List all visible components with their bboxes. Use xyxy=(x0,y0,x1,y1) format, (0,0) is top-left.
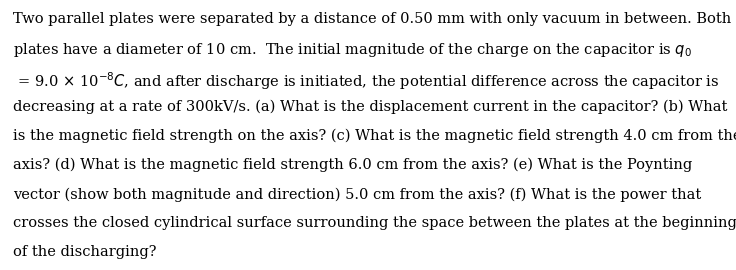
Text: vector (show both magnitude and direction) 5.0 cm from the axis? (f) What is the: vector (show both magnitude and directio… xyxy=(13,187,701,201)
Text: plates have a diameter of 10 cm.  The initial magnitude of the charge on the cap: plates have a diameter of 10 cm. The ini… xyxy=(13,41,692,59)
Text: decreasing at a rate of 300kV/s. (a) What is the displacement current in the cap: decreasing at a rate of 300kV/s. (a) Wha… xyxy=(13,100,728,114)
Text: is the magnetic field strength on the axis? (c) What is the magnetic field stren: is the magnetic field strength on the ax… xyxy=(13,129,736,143)
Text: = 9.0 $\times$ 10$^{-8}$$C$, and after discharge is initiated, the potential dif: = 9.0 $\times$ 10$^{-8}$$C$, and after d… xyxy=(13,70,720,92)
Text: Two parallel plates were separated by a distance of 0.50 mm with only vacuum in : Two parallel plates were separated by a … xyxy=(13,12,732,26)
Text: axis? (d) What is the magnetic field strength 6.0 cm from the axis? (e) What is : axis? (d) What is the magnetic field str… xyxy=(13,158,693,172)
Text: of the discharging?: of the discharging? xyxy=(13,245,157,259)
Text: crosses the closed cylindrical surface surrounding the space between the plates : crosses the closed cylindrical surface s… xyxy=(13,216,736,230)
